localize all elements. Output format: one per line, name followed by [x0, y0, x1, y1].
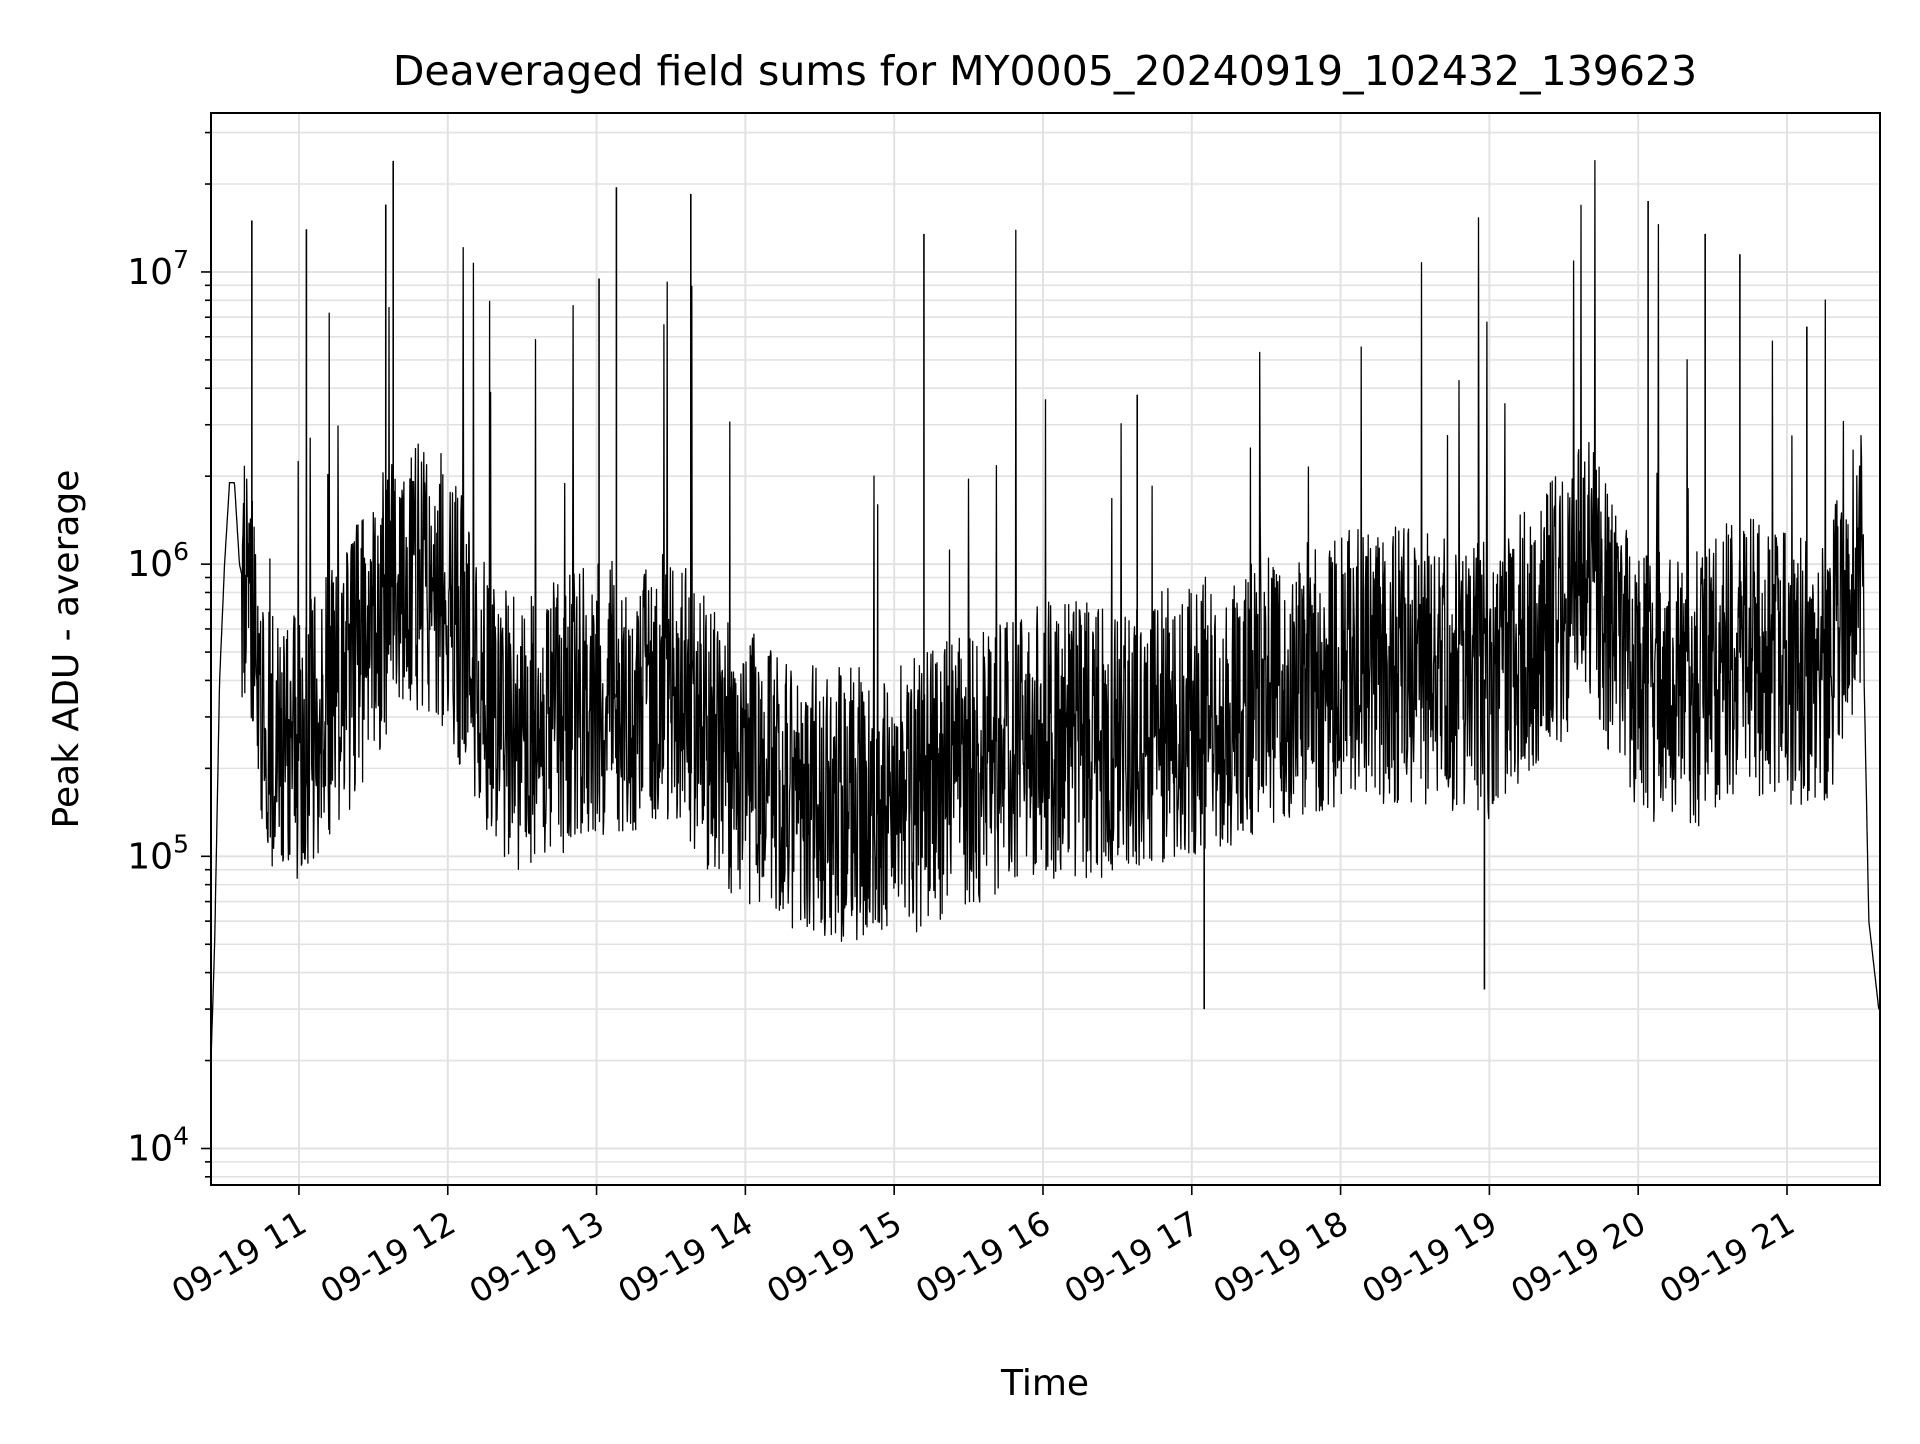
chart-title: Deaveraged field sums for MY0005_2024091…: [393, 47, 1697, 95]
y-tick-label: 105: [127, 829, 189, 877]
y-tick-label: 106: [127, 537, 189, 585]
y-tick-label: 107: [127, 245, 189, 293]
data-line: [210, 159, 1881, 1061]
data-series: [210, 159, 1881, 1061]
x-axis-label: Time: [1000, 1363, 1089, 1404]
y-tick-label: 104: [127, 1121, 189, 1169]
y-axis-label: Peak ADU - average: [46, 470, 87, 829]
plot-frame: [210, 112, 1881, 1186]
